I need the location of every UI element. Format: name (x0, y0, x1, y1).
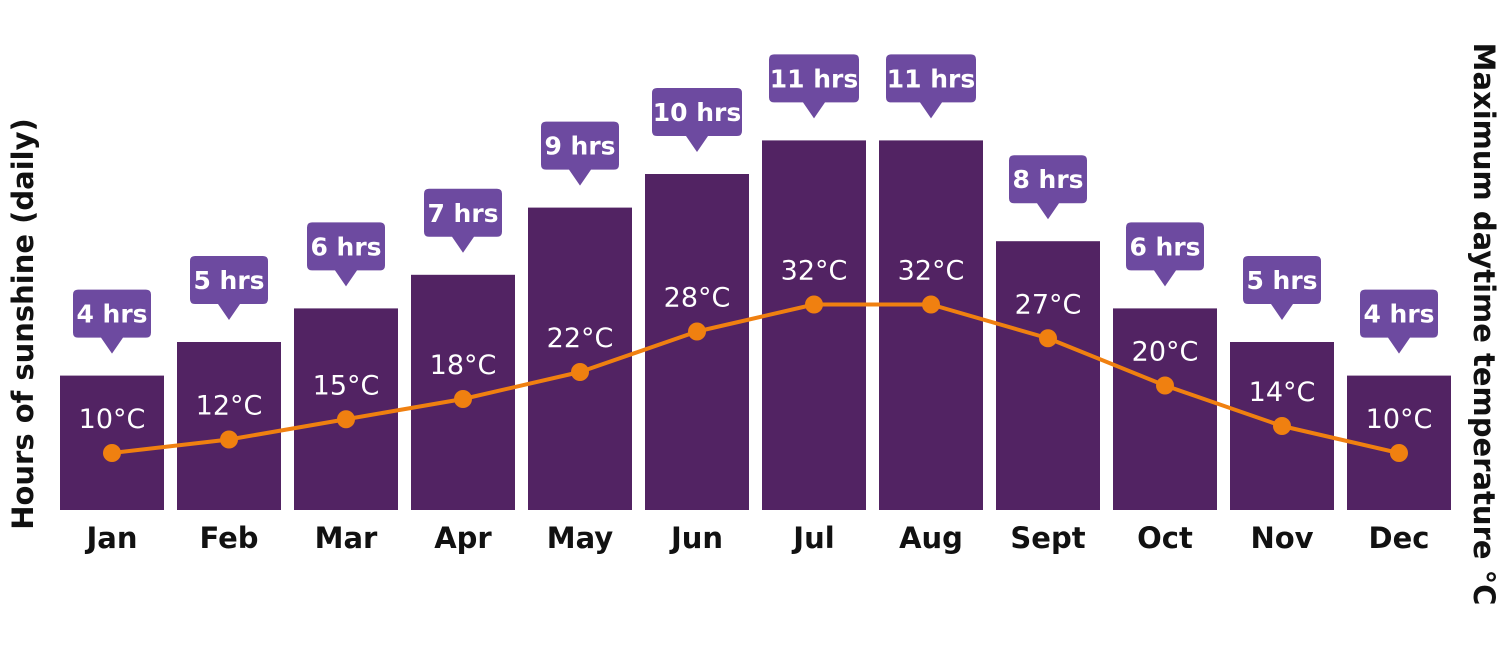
right-axis-title: Maximum daytime temperature °C (1467, 43, 1501, 606)
temperature-point-jul (805, 295, 823, 314)
sunshine-callout: 11 hrs (886, 54, 976, 119)
temperature-labels-layer: 10°C 12°C 15°C 18°C 22°C 28°C 32°C 32°C 27°C 20°C… (79, 256, 1433, 436)
sunshine-hours-label: 5 hrs (1246, 266, 1317, 295)
sunshine-hours-label: 8 hrs (1012, 165, 1083, 194)
temperature-point-jan (103, 444, 121, 462)
temperature-point-aug (922, 295, 940, 314)
temperature-line (111, 302, 1400, 455)
sunshine-callout: 4 hrs (73, 289, 151, 354)
sunshine-bar-sept (996, 241, 1100, 510)
sunshine-callout: 6 hrs (1126, 222, 1204, 287)
temperature-label-oct: 20°C (1132, 337, 1199, 368)
sunshine-bar-aug (879, 140, 983, 510)
temperature-point-oct (1156, 376, 1174, 395)
month-label-mar: Mar (315, 521, 378, 555)
sunshine-hours-label: 6 hrs (1129, 232, 1200, 261)
sunshine-hours-label: 11 hrs (770, 64, 859, 93)
temperature-label-mar: 15°C (313, 370, 380, 401)
temperature-label-feb: 12°C (196, 391, 263, 422)
month-label-feb: Feb (199, 521, 258, 555)
sunshine-callout: 10 hrs (652, 88, 742, 152)
temperature-label-jun: 28°C (664, 283, 731, 314)
temperature-label-jan: 10°C (79, 404, 146, 435)
temperature-point-feb (220, 430, 238, 449)
temperature-label-nov: 14°C (1249, 377, 1316, 408)
sunshine-hours-label: 9 hrs (544, 132, 615, 161)
month-label-nov: Nov (1250, 521, 1313, 555)
month-label-sept: Sept (1010, 521, 1085, 555)
sunshine-hours-label: 7 hrs (427, 199, 498, 228)
sunshine-bar-oct (1113, 308, 1217, 510)
temperature-point-jun (688, 322, 706, 341)
month-label-may: May (547, 521, 614, 555)
temperature-point-sept (1039, 329, 1057, 348)
callout-bubble (1360, 289, 1438, 354)
temperature-point-mar (337, 410, 355, 429)
temperature-label-sept: 27°C (1015, 289, 1082, 320)
month-label-oct: Oct (1137, 521, 1193, 555)
callout-bubble (1243, 256, 1321, 320)
month-label-dec: Dec (1369, 521, 1430, 555)
callout-bubble (769, 54, 859, 119)
sunshine-callout: 5 hrs (190, 256, 268, 320)
callout-bubble (1009, 155, 1087, 220)
sunshine-hours-label: 6 hrs (310, 232, 381, 261)
sunshine-bar-dec (1347, 375, 1451, 510)
left-axis-title: Hours of sunshine (daily) (6, 118, 40, 530)
callouts-layer: 4 hrs 5 hrs 6 hrs 7 hrs 9 hrs 10 hrs 11 hrs 11 … (73, 54, 1438, 354)
callout-bubble (73, 289, 151, 354)
month-labels-layer: Jan Feb Mar Apr May Jun Jul Aug Sept Oct Nov Dec (84, 521, 1429, 555)
month-label-jun: Jun (669, 521, 723, 555)
temperature-point-apr (454, 390, 472, 408)
sunshine-callout: 8 hrs (1009, 155, 1087, 220)
temperature-label-jul: 32°C (781, 256, 848, 287)
month-label-apr: Apr (434, 521, 492, 555)
temperature-point-nov (1273, 417, 1291, 435)
callout-bubble (190, 256, 268, 320)
temperature-point-dec (1390, 444, 1408, 462)
bars-layer (60, 140, 1451, 510)
month-label-jan: Jan (84, 521, 137, 555)
sunshine-bar-jan (60, 375, 164, 510)
sunshine-hours-label: 10 hrs (653, 98, 742, 127)
sunshine-callout: 7 hrs (424, 188, 502, 253)
sunshine-hours-label: 5 hrs (193, 266, 264, 295)
temperature-label-may: 22°C (547, 323, 614, 354)
temperature-label-aug: 32°C (898, 256, 965, 287)
temperature-label-dec: 10°C (1366, 404, 1433, 435)
callout-bubble (652, 88, 742, 152)
temperature-label-apr: 18°C (430, 350, 497, 381)
callout-bubble (424, 188, 502, 253)
callout-bubble (541, 121, 619, 186)
sunshine-callout: 11 hrs (769, 54, 859, 119)
sunshine-callout: 5 hrs (1243, 256, 1321, 320)
sunshine-callout: 9 hrs (541, 121, 619, 186)
callout-bubble (1126, 222, 1204, 287)
sunshine-bar-feb (177, 342, 281, 510)
month-label-aug: Aug (899, 521, 963, 555)
sunshine-bar-mar (294, 308, 398, 510)
sunshine-callout: 4 hrs (1360, 289, 1438, 354)
sunshine-hours-label: 4 hrs (1363, 300, 1434, 329)
temperature-line-layer (103, 295, 1408, 462)
callout-bubble (307, 222, 385, 287)
month-label-jul: Jul (791, 521, 834, 555)
sunshine-callout: 6 hrs (307, 222, 385, 287)
temperature-point-may (571, 363, 589, 381)
callout-bubble (886, 54, 976, 119)
sunshine-bar-jul (762, 140, 866, 510)
sunshine-hours-label: 11 hrs (887, 64, 976, 93)
sunshine-hours-label: 4 hrs (76, 300, 147, 329)
